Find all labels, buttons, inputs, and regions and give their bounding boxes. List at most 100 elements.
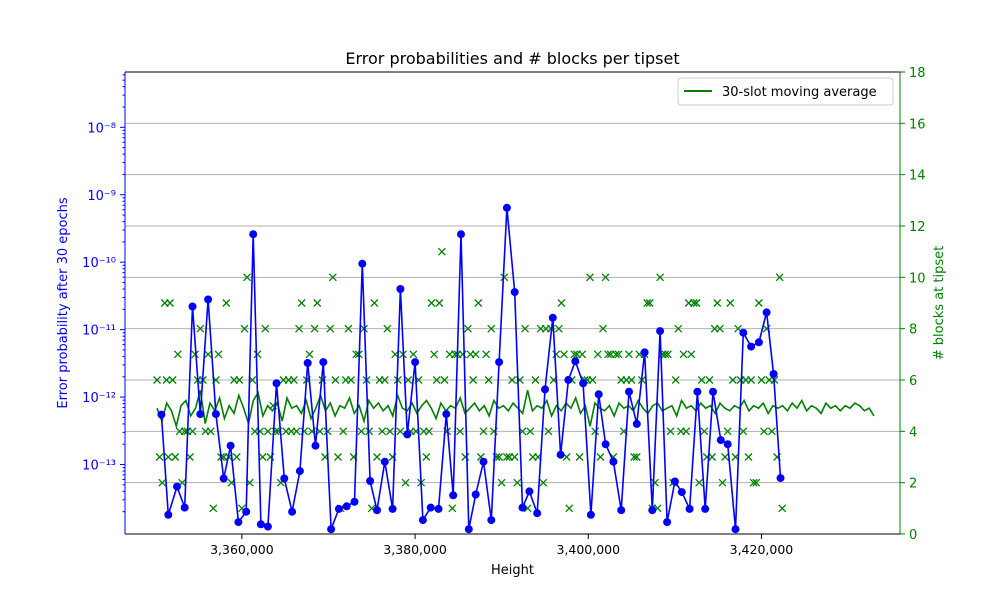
error-probability-point [327,525,336,534]
blocks-marker [627,376,636,384]
blocks-marker-stroke [158,478,167,487]
blocks-marker-stroke [586,273,594,282]
blocks-marker [723,427,732,436]
blocks-marker-stroke [705,376,714,384]
blocks-marker-stroke [476,453,485,461]
blocks-marker-stroke [430,350,439,359]
blocks-marker-stroke [204,350,213,359]
blocks-marker-stroke [155,453,164,461]
blocks-marker [674,324,683,333]
blocks-marker [656,273,665,282]
blocks-marker-stroke [692,299,701,307]
blocks-marker-stroke [599,324,607,333]
blocks-marker-stroke [482,350,491,359]
right-y-tick-label: 8 [909,323,917,338]
blocks-marker [663,350,672,359]
blocks-marker [539,478,548,487]
blocks-marker-stroke [424,427,433,436]
blocks-marker-stroke [235,376,244,384]
error-probability-point [617,506,626,515]
blocks-marker-stroke [734,324,743,333]
blocks-marker-stroke [295,324,304,333]
blocks-marker-stroke [263,427,272,436]
blocks-marker-stroke [752,478,761,487]
right-y-tick-label: 0 [909,528,917,543]
blocks-marker-stroke [715,324,724,333]
blocks-marker [326,324,335,333]
blocks-marker [708,453,717,461]
blocks-marker-stroke [463,324,472,333]
blocks-marker-stroke [191,350,200,359]
blocks-marker-stroke [749,478,758,487]
right-y-tick-label: 4 [909,425,917,440]
error-probability-point [411,358,420,367]
blocks-marker-stroke [495,453,504,461]
blocks-marker [510,453,519,461]
blocks-marker [666,427,675,436]
error-probability-point [739,328,748,337]
blocks-marker-stroke [396,427,405,436]
blocks-marker-stroke [432,376,441,384]
blocks-marker-stroke [588,376,597,384]
legend-label-moving-average: 30-slot moving average [722,85,877,100]
blocks-marker-stroke [243,273,252,282]
error-probability-point [518,503,527,512]
error-probability-point [334,504,343,513]
error-probability-point [510,288,519,297]
error-probability-point [396,285,405,293]
blocks-marker-stroke [373,453,381,461]
blocks-marker [479,427,488,436]
left-y-tick-label: 10⁻¹³ [82,459,116,474]
blocks-marker-stroke [700,427,709,436]
blocks-marker-stroke [171,453,180,461]
blocks-marker-stroke [604,350,613,359]
blocks-marker-stroke [258,453,267,461]
blocks-marker-stroke [440,376,449,384]
blocks-marker-stroke [383,324,392,333]
blocks-marker [380,376,389,384]
blocks-marker [240,324,249,333]
error-probability-point [648,506,657,515]
blocks-marker [422,453,431,461]
moving-average-line [156,390,875,430]
blocks-marker-stroke [661,350,670,359]
blocks-marker-stroke [760,427,769,436]
error-probability-point [303,359,312,367]
blocks-marker [625,350,633,359]
error-probability-point [502,203,511,212]
blocks-marker [601,273,610,282]
blocks-marker [313,299,322,307]
blocks-marker [164,453,173,461]
blocks-marker-stroke [334,453,342,461]
blocks-marker-stroke [315,427,324,436]
error-probability-point [426,503,435,512]
blocks-marker [474,299,483,307]
error-probability-point [670,477,679,486]
blocks-marker-stroke [209,504,218,513]
blocks-marker [370,299,379,307]
blocks-marker [204,350,213,359]
blocks-marker-stroke [378,427,387,436]
blocks-marker [435,299,444,307]
blocks-marker-stroke [726,299,735,307]
blocks-marker [612,350,620,359]
blocks-marker [487,324,496,333]
error-probability-point [434,504,443,513]
blocks-marker [679,350,688,359]
blocks-marker-stroke [671,376,680,384]
error-probability-point [716,436,725,445]
blocks-marker [404,376,413,384]
blocks-marker [497,478,506,487]
blocks-marker-stroke [747,376,756,384]
blocks-marker-stroke [565,504,574,513]
blocks-marker-stroke [521,324,530,333]
blocks-marker [586,273,594,282]
error-probability-point [188,302,197,311]
blocks-marker [463,324,472,333]
error-probability-point [632,419,641,428]
error-probability-point [358,259,367,268]
error-probability-point [256,520,265,529]
error-probability-point [211,410,220,419]
blocks-marker-stroke [531,376,540,384]
blocks-marker-stroke [508,376,517,384]
